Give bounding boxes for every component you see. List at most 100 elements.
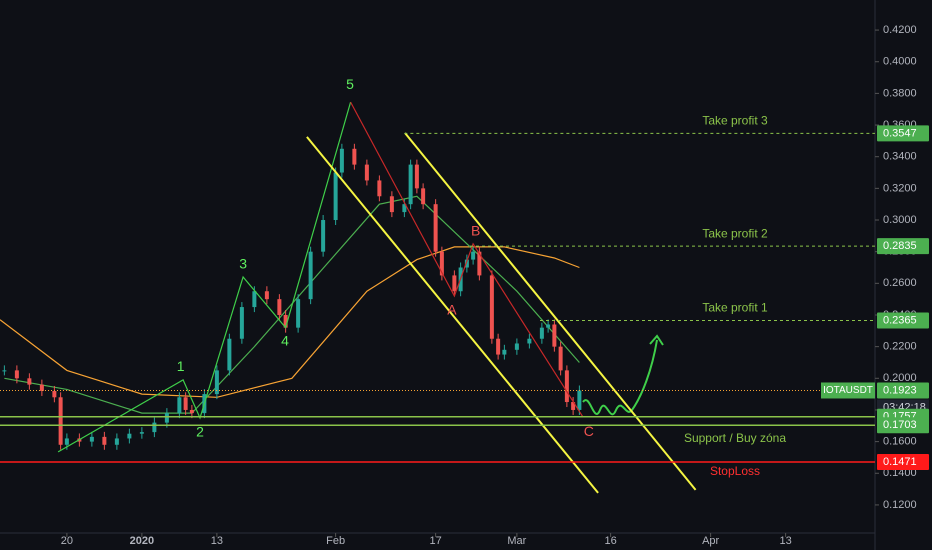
candle	[439, 251, 444, 276]
candle	[527, 338, 532, 344]
candle	[558, 346, 563, 371]
y-tick-label: 0.1400	[883, 467, 917, 479]
wave-path	[350, 101, 584, 417]
candle	[64, 438, 69, 445]
wave-label: 1	[177, 358, 185, 374]
candle	[471, 251, 476, 260]
candle	[283, 314, 288, 328]
candle	[296, 299, 301, 328]
symbol-tag-label: IOTAUSDT	[823, 385, 873, 396]
candle	[239, 307, 244, 339]
wave-label: C	[584, 423, 594, 439]
candle	[333, 172, 338, 221]
x-tick-label: Apr	[702, 535, 719, 547]
price-tag-label: 0.2835	[883, 240, 917, 252]
candle	[27, 378, 32, 385]
candle	[308, 251, 313, 300]
price-tag	[877, 238, 929, 255]
wave-label: 4	[281, 333, 289, 349]
y-tick-label: 0.1200	[883, 499, 917, 511]
candle	[552, 324, 557, 347]
candle	[189, 409, 194, 414]
candle	[352, 148, 357, 165]
candle	[496, 338, 501, 355]
channel-line	[306, 136, 599, 494]
candle	[39, 384, 44, 391]
price-tag	[877, 417, 929, 434]
wave-path	[57, 101, 352, 453]
price-tag	[877, 454, 929, 471]
x-tick-label: Mar	[507, 535, 526, 547]
candle	[571, 402, 576, 410]
x-tick-label: 13	[780, 535, 792, 547]
candle	[102, 436, 107, 445]
y-tick-label: 0.4000	[883, 56, 917, 68]
candle	[339, 148, 344, 173]
channel-line	[404, 132, 697, 491]
y-tick-label: 0.2200	[883, 341, 917, 353]
wave-label: 3	[239, 256, 247, 272]
price-tag-label: 0.1923	[883, 384, 917, 396]
candle	[227, 338, 232, 371]
price-tag	[877, 312, 929, 329]
candle	[277, 299, 282, 315]
candle	[364, 164, 369, 181]
x-tick-label: 13	[211, 535, 223, 547]
candle	[433, 204, 438, 252]
y-tick-label: 0.3600	[883, 119, 917, 131]
wave-label: 2	[196, 424, 204, 440]
candle	[408, 164, 413, 205]
x-tick-label: 16	[605, 535, 617, 547]
candle	[564, 370, 569, 403]
candle	[414, 164, 419, 189]
price-tag-label: 0.1471	[883, 456, 917, 468]
arrow-head	[649, 334, 664, 346]
price-tag-label: 0.3547	[883, 127, 917, 139]
candle	[152, 422, 157, 433]
candle	[489, 275, 494, 339]
y-tick-label: 0.4200	[883, 24, 917, 36]
y-tick-label: 0.2600	[883, 277, 917, 289]
y-tick-label: 0.3800	[883, 87, 917, 99]
candle	[2, 370, 7, 372]
symbol-tag	[821, 382, 875, 399]
candle	[58, 397, 63, 445]
level-label: Support / Buy zóna	[684, 431, 786, 445]
candle	[164, 413, 169, 423]
level-label: Take profit 2	[702, 226, 768, 240]
price-tag-label: 0.1703	[883, 419, 917, 431]
candle	[546, 324, 551, 328]
projection-arrow	[582, 339, 658, 416]
candle	[389, 196, 394, 213]
candle	[477, 251, 482, 276]
candle	[421, 188, 426, 205]
wave-label: B	[471, 223, 480, 239]
moving-average	[0, 246, 580, 398]
candle	[264, 291, 269, 300]
candle	[252, 291, 257, 308]
level-label: Take profit 1	[702, 301, 768, 315]
wave-label: 5	[346, 76, 354, 92]
candle	[464, 259, 469, 268]
candle	[377, 180, 382, 197]
x-tick-label: Feb	[326, 535, 345, 547]
candle	[89, 436, 94, 442]
candle	[139, 432, 144, 434]
candle	[539, 327, 544, 339]
y-tick-label: 0.3200	[883, 182, 917, 194]
candle	[402, 204, 407, 213]
price-tag-label: 0.2365	[883, 314, 917, 326]
y-tick-label: 0.1600	[883, 436, 917, 448]
candle	[577, 390, 582, 410]
level-label: StopLoss	[710, 464, 760, 478]
candle	[127, 433, 132, 439]
candle	[502, 349, 507, 355]
x-tick-label: 2020	[130, 535, 154, 547]
y-tick-label: 0.3400	[883, 151, 917, 163]
wave-label: A	[447, 302, 457, 318]
price-tag	[877, 382, 929, 399]
candle	[14, 370, 19, 379]
candle	[177, 397, 182, 414]
x-tick-label: 17	[430, 535, 442, 547]
